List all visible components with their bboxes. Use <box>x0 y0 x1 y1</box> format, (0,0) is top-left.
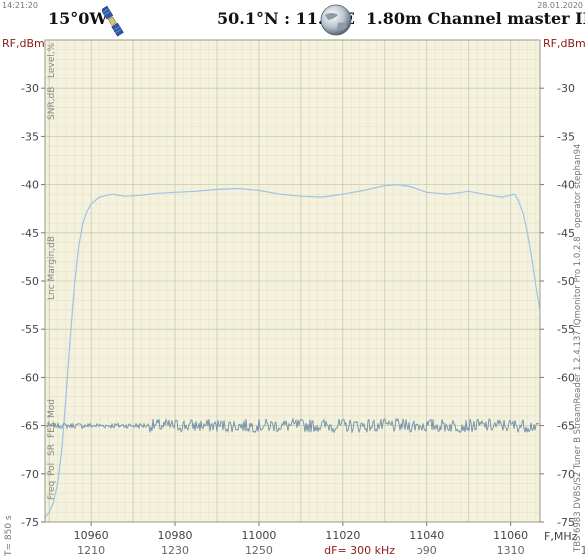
fec-label: FEC <box>47 421 57 438</box>
dish-info: 1.80m Channel master IBU <box>366 9 585 28</box>
y-tick-label: -40 <box>21 179 39 192</box>
clock-time: 14:21:20 <box>2 1 38 10</box>
x-tick-label: 11020 <box>325 529 360 542</box>
x2-tick-label: 1230 <box>161 544 189 557</box>
y-tick-label: -65 <box>557 420 575 433</box>
x-axis-label: F,MHz <box>544 530 578 543</box>
x-tick-label: 11060 <box>493 529 528 542</box>
y-tick-label: -55 <box>21 323 39 336</box>
satellite-icon <box>102 5 124 37</box>
header-bar: 14:21:20 28.01.2020 15°0W 50.1°N : 11.3°… <box>0 0 585 38</box>
location-coordinates: 50.1°N : 11.3°E <box>217 9 355 28</box>
y-tick-label: -35 <box>557 130 575 143</box>
x2-extra-label: ɔ90 <box>417 544 437 557</box>
y-tick-label: -45 <box>21 227 39 240</box>
freq-label: Freq <box>47 481 57 500</box>
x-tick-label: 10960 <box>74 529 109 542</box>
noise-floor-line <box>45 417 540 434</box>
y-tick-label: -60 <box>557 371 575 384</box>
x2-tick-label: 1250 <box>245 544 273 557</box>
x-ticks: 10960 10980 11000 11020 11040 11060 <box>74 522 528 542</box>
y-axis-label-left: RF,dBm <box>2 37 45 50</box>
y-tick-label: -75 <box>557 516 575 529</box>
x2-tick-label: 1310 <box>497 544 525 557</box>
operator-label: operator stephan94 <box>573 144 583 228</box>
y-tick-label: -30 <box>21 82 39 95</box>
satellite-position: 15°0W <box>48 9 108 28</box>
x-tick-label: 11040 <box>409 529 444 542</box>
level-label: Level,% <box>47 42 57 78</box>
y-tick-label: -65 <box>21 420 39 433</box>
lnc-margin-label: Lnc Margin,dB <box>47 236 57 300</box>
x2-ticks: 1210 1230 1250 1310 1330 dF= 300 kHz ɔ90 <box>77 544 585 557</box>
y-tick-label: -45 <box>557 227 575 240</box>
pol-label: Pol <box>47 463 57 476</box>
sr-label: SR <box>47 444 57 456</box>
y-tick-label: -50 <box>557 275 575 288</box>
y-tick-label: -70 <box>21 468 39 481</box>
y-tick-label: -30 <box>557 82 575 95</box>
y-axis-label-right: RF,dBm <box>543 37 585 50</box>
signal-spectrum-line <box>45 183 540 518</box>
y-tick-label: -75 <box>21 516 39 529</box>
x2-tick-label: 1330 <box>581 544 585 557</box>
snr-label: SNR,dB <box>47 87 57 120</box>
series-group <box>45 183 540 518</box>
mod-label: Mod <box>47 399 57 418</box>
x2-extra-label: dF= 300 kHz <box>324 544 395 557</box>
y-tick-label: -55 <box>557 323 575 336</box>
software-label: TBS 6983 DVBS/S2 Tuner B StreamReader 1.… <box>573 237 583 553</box>
x-tick-label: 11000 <box>241 529 276 542</box>
current-date: 28.01.2020 <box>537 1 583 10</box>
x2-tick-label: 1210 <box>77 544 105 557</box>
y-tick-label: -60 <box>21 371 39 384</box>
globe-icon <box>320 4 352 36</box>
y-tick-label: -70 <box>557 468 575 481</box>
y-ticks-right: -30 -35 -40 -45 -50 -55 -60 -65 -70 -75 <box>540 82 575 529</box>
timer-label: T= 850 s <box>4 515 14 557</box>
y-tick-label: -50 <box>21 275 39 288</box>
x-tick-label: 10980 <box>158 529 193 542</box>
y-tick-label: -40 <box>557 179 575 192</box>
y-tick-label: -35 <box>21 130 39 143</box>
y-ticks-left: -30 -35 -40 -45 -50 -55 -60 -65 -70 -75 <box>21 82 45 529</box>
